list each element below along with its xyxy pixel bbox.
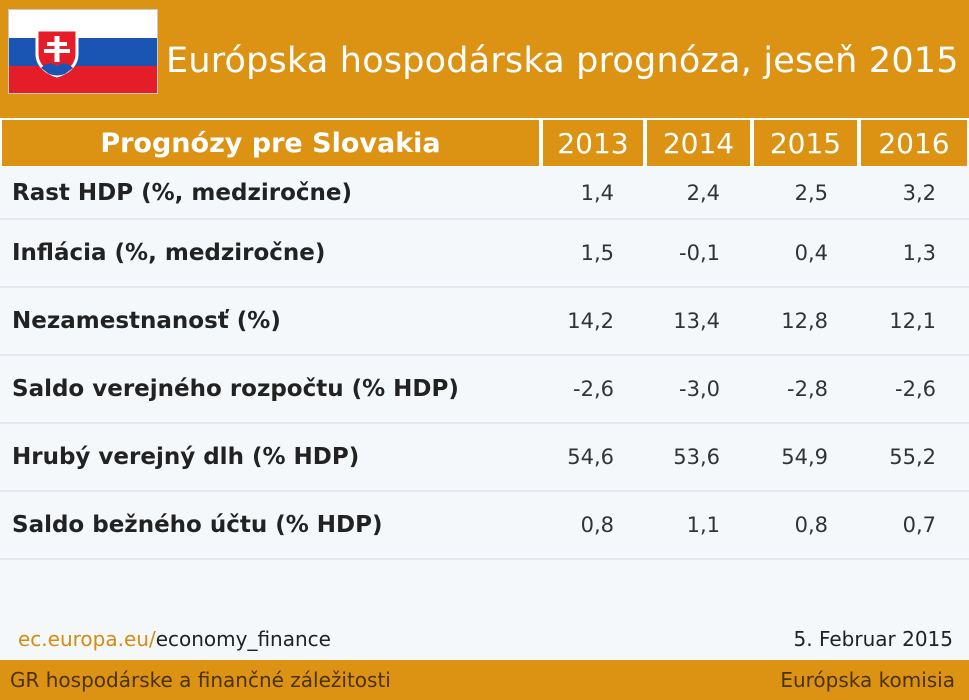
row-label: Saldo bežného účtu (% HDP) (12, 512, 383, 538)
row-value: 2,5 (794, 180, 828, 205)
table-row: Saldo verejného rozpočtu (% HDP) -2,6 -3… (0, 356, 969, 424)
row-value: 0,4 (794, 241, 828, 265)
year-header-2016: 2016 (861, 120, 967, 166)
row-value: 1,1 (686, 513, 720, 537)
year-header-2013: 2013 (543, 120, 643, 166)
row-value: 2,4 (686, 180, 720, 205)
table-body: Rast HDP (%, medziročne) 1,4 2,4 2,5 3,2… (0, 167, 969, 560)
row-value: 1,5 (580, 241, 614, 265)
row-value: 12,8 (781, 309, 828, 333)
row-value: -2,6 (573, 377, 614, 401)
row-label: Saldo verejného rozpočtu (% HDP) (12, 376, 459, 402)
year-header-2014: 2014 (647, 120, 750, 166)
row-label: Rast HDP (%, medziročne) (12, 179, 352, 206)
source-path: economy_finance (155, 627, 331, 651)
row-value: 14,2 (567, 309, 614, 333)
table-row: Inflácia (%, medziročne) 1,5 -0,1 0,4 1,… (0, 220, 969, 288)
row-value: 54,9 (781, 445, 828, 469)
row-value: 3,2 (902, 180, 936, 205)
row-value: 53,6 (673, 445, 720, 469)
row-value: 0,8 (580, 513, 614, 537)
row-value: 0,8 (794, 513, 828, 537)
source-link[interactable]: ec.europa.eu/economy_finance (18, 627, 331, 651)
row-value: -2,6 (895, 377, 936, 401)
table-row: Hrubý verejný dlh (% HDP) 54,6 53,6 54,9… (0, 424, 969, 492)
header-banner: Európska hospodárska prognóza, jeseň 201… (0, 0, 969, 118)
table-row: Rast HDP (%, medziročne) 1,4 2,4 2,5 3,2 (0, 167, 969, 220)
page-title: Európska hospodárska prognóza, jeseň 201… (166, 41, 959, 81)
row-label: Inflácia (%, medziročne) (12, 240, 326, 266)
table-header: Prognózy pre Slovakia 2013 2014 2015 201… (0, 118, 969, 167)
table-header-label: Prognózy pre Slovakia (2, 120, 539, 166)
row-value: -0,1 (679, 241, 720, 265)
table-row: Saldo bežného účtu (% HDP) 0,8 1,1 0,8 0… (0, 492, 969, 560)
footer-institution: Európska komisia (780, 668, 955, 692)
coat-of-arms-icon (35, 28, 79, 78)
row-value: 1,3 (902, 241, 936, 265)
row-value: 13,4 (673, 309, 720, 333)
row-value: 1,4 (580, 180, 614, 205)
row-value: 55,2 (889, 445, 936, 469)
row-label: Nezamestnanosť (%) (12, 308, 281, 334)
row-value: -2,8 (787, 377, 828, 401)
row-label: Hrubý verejný dlh (% HDP) (12, 444, 360, 470)
publication-date: 5. Februar 2015 (793, 627, 953, 651)
row-value: 54,6 (567, 445, 614, 469)
slovakia-flag-icon (8, 9, 158, 94)
table-row: Nezamestnanosť (%) 14,2 13,4 12,8 12,1 (0, 288, 969, 356)
row-value: -3,0 (679, 377, 720, 401)
row-value: 0,7 (902, 513, 936, 537)
year-header-2015: 2015 (754, 120, 857, 166)
footer-bar: GR hospodárske a finančné záležitosti Eu… (0, 660, 969, 700)
row-value: 12,1 (889, 309, 936, 333)
footer-department: GR hospodárske a finančné záležitosti (10, 668, 391, 692)
source-domain: ec.europa.eu/ (18, 627, 156, 651)
